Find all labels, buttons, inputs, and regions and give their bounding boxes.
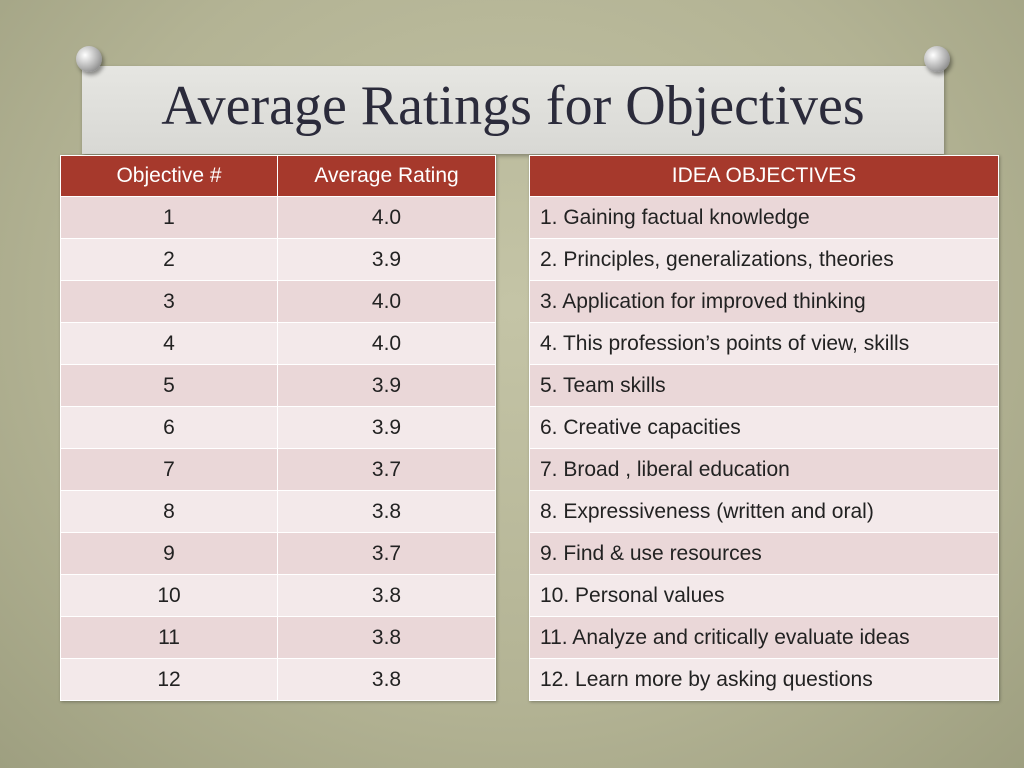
table-cell: 7. Broad , liberal education	[529, 448, 999, 491]
table-row: 11. Analyze and critically evaluate idea…	[529, 616, 999, 659]
table-cell: 12	[60, 658, 278, 701]
table-cell: 3.7	[277, 532, 496, 575]
table-row: 5. Team skills	[529, 364, 999, 407]
table-row: 12 3.8	[60, 658, 496, 701]
table-cell: 3.8	[277, 574, 496, 617]
table-row: 3 4.0	[60, 280, 496, 323]
table-row: 7 3.7	[60, 448, 496, 491]
table-cell: 4.0	[277, 196, 496, 239]
table-cell: 3	[60, 280, 278, 323]
header-row: IDEA OBJECTIVES	[529, 155, 999, 197]
table-cell: 6. Creative capacities	[529, 406, 999, 449]
table-row: 8 3.8	[60, 490, 496, 533]
table-row: 4. This profession’s points of view, ski…	[529, 322, 999, 365]
table-cell: 4.0	[277, 280, 496, 323]
table-row: 11 3.8	[60, 616, 496, 659]
table-row: 10 3.8	[60, 574, 496, 617]
table-cell: 3.8	[277, 658, 496, 701]
table-row: 9 3.7	[60, 532, 496, 575]
header-row: Objective # Average Rating	[60, 155, 496, 197]
table-row: 6. Creative capacities	[529, 406, 999, 449]
table-cell: 4.0	[277, 322, 496, 365]
table-cell: 10	[60, 574, 278, 617]
pin	[924, 46, 950, 72]
table-row: 1. Gaining factual knowledge	[529, 196, 999, 239]
table-row: 8. Expressiveness (written and oral)	[529, 490, 999, 533]
table-cell: 12. Learn more by asking questions	[529, 658, 999, 701]
table-cell: 8. Expressiveness (written and oral)	[529, 490, 999, 533]
table-cell: 9. Find & use resources	[529, 532, 999, 575]
header-cell: IDEA OBJECTIVES	[529, 155, 999, 197]
table-row: 2 3.9	[60, 238, 496, 281]
table-cell: 3.8	[277, 616, 496, 659]
title-card	[82, 66, 944, 154]
table-cell: 11. Analyze and critically evaluate idea…	[529, 616, 999, 659]
table-row: 3. Application for improved thinking	[529, 280, 999, 323]
table-row: 6 3.9	[60, 406, 496, 449]
table-cell: 2. Principles, generalizations, theories	[529, 238, 999, 281]
objectives-table: IDEA OBJECTIVES 1. Gaining factual knowl…	[529, 155, 999, 701]
table-cell: 2	[60, 238, 278, 281]
table-cell: 4	[60, 322, 278, 365]
table-cell: 8	[60, 490, 278, 533]
table-row: 7. Broad , liberal education	[529, 448, 999, 491]
table-cell: 9	[60, 532, 278, 575]
table-cell: 7	[60, 448, 278, 491]
table-row: 10. Personal values	[529, 574, 999, 617]
table-row: 2. Principles, generalizations, theories	[529, 238, 999, 281]
table-cell: 10. Personal values	[529, 574, 999, 617]
table-cell: 5. Team skills	[529, 364, 999, 407]
table-cell: 4. This profession’s points of view, ski…	[529, 322, 999, 365]
table-row: 4 4.0	[60, 322, 496, 365]
table-cell: 6	[60, 406, 278, 449]
table-cell: 5	[60, 364, 278, 407]
table-row: 1 4.0	[60, 196, 496, 239]
pin	[76, 46, 102, 72]
header-cell: Average Rating	[277, 155, 496, 197]
slide-title: Average Ratings for Objectives	[161, 75, 865, 137]
table-cell: 3.9	[277, 364, 496, 407]
header-cell: Objective #	[60, 155, 278, 197]
table-cell: 3. Application for improved thinking	[529, 280, 999, 323]
table-cell: 1	[60, 196, 278, 239]
table-row: 5 3.9	[60, 364, 496, 407]
table-cell: 3.7	[277, 448, 496, 491]
ratings-table: Objective # Average Rating 1 4.0 2 3.9 3 4.0 4…	[60, 155, 496, 701]
table-cell: 11	[60, 616, 278, 659]
table-row: 9. Find & use resources	[529, 532, 999, 575]
table-cell: 1. Gaining factual knowledge	[529, 196, 999, 239]
table-cell: 3.9	[277, 406, 496, 449]
table-cell: 3.9	[277, 238, 496, 281]
table-row: 12. Learn more by asking questions	[529, 658, 999, 701]
table-cell: 3.8	[277, 490, 496, 533]
